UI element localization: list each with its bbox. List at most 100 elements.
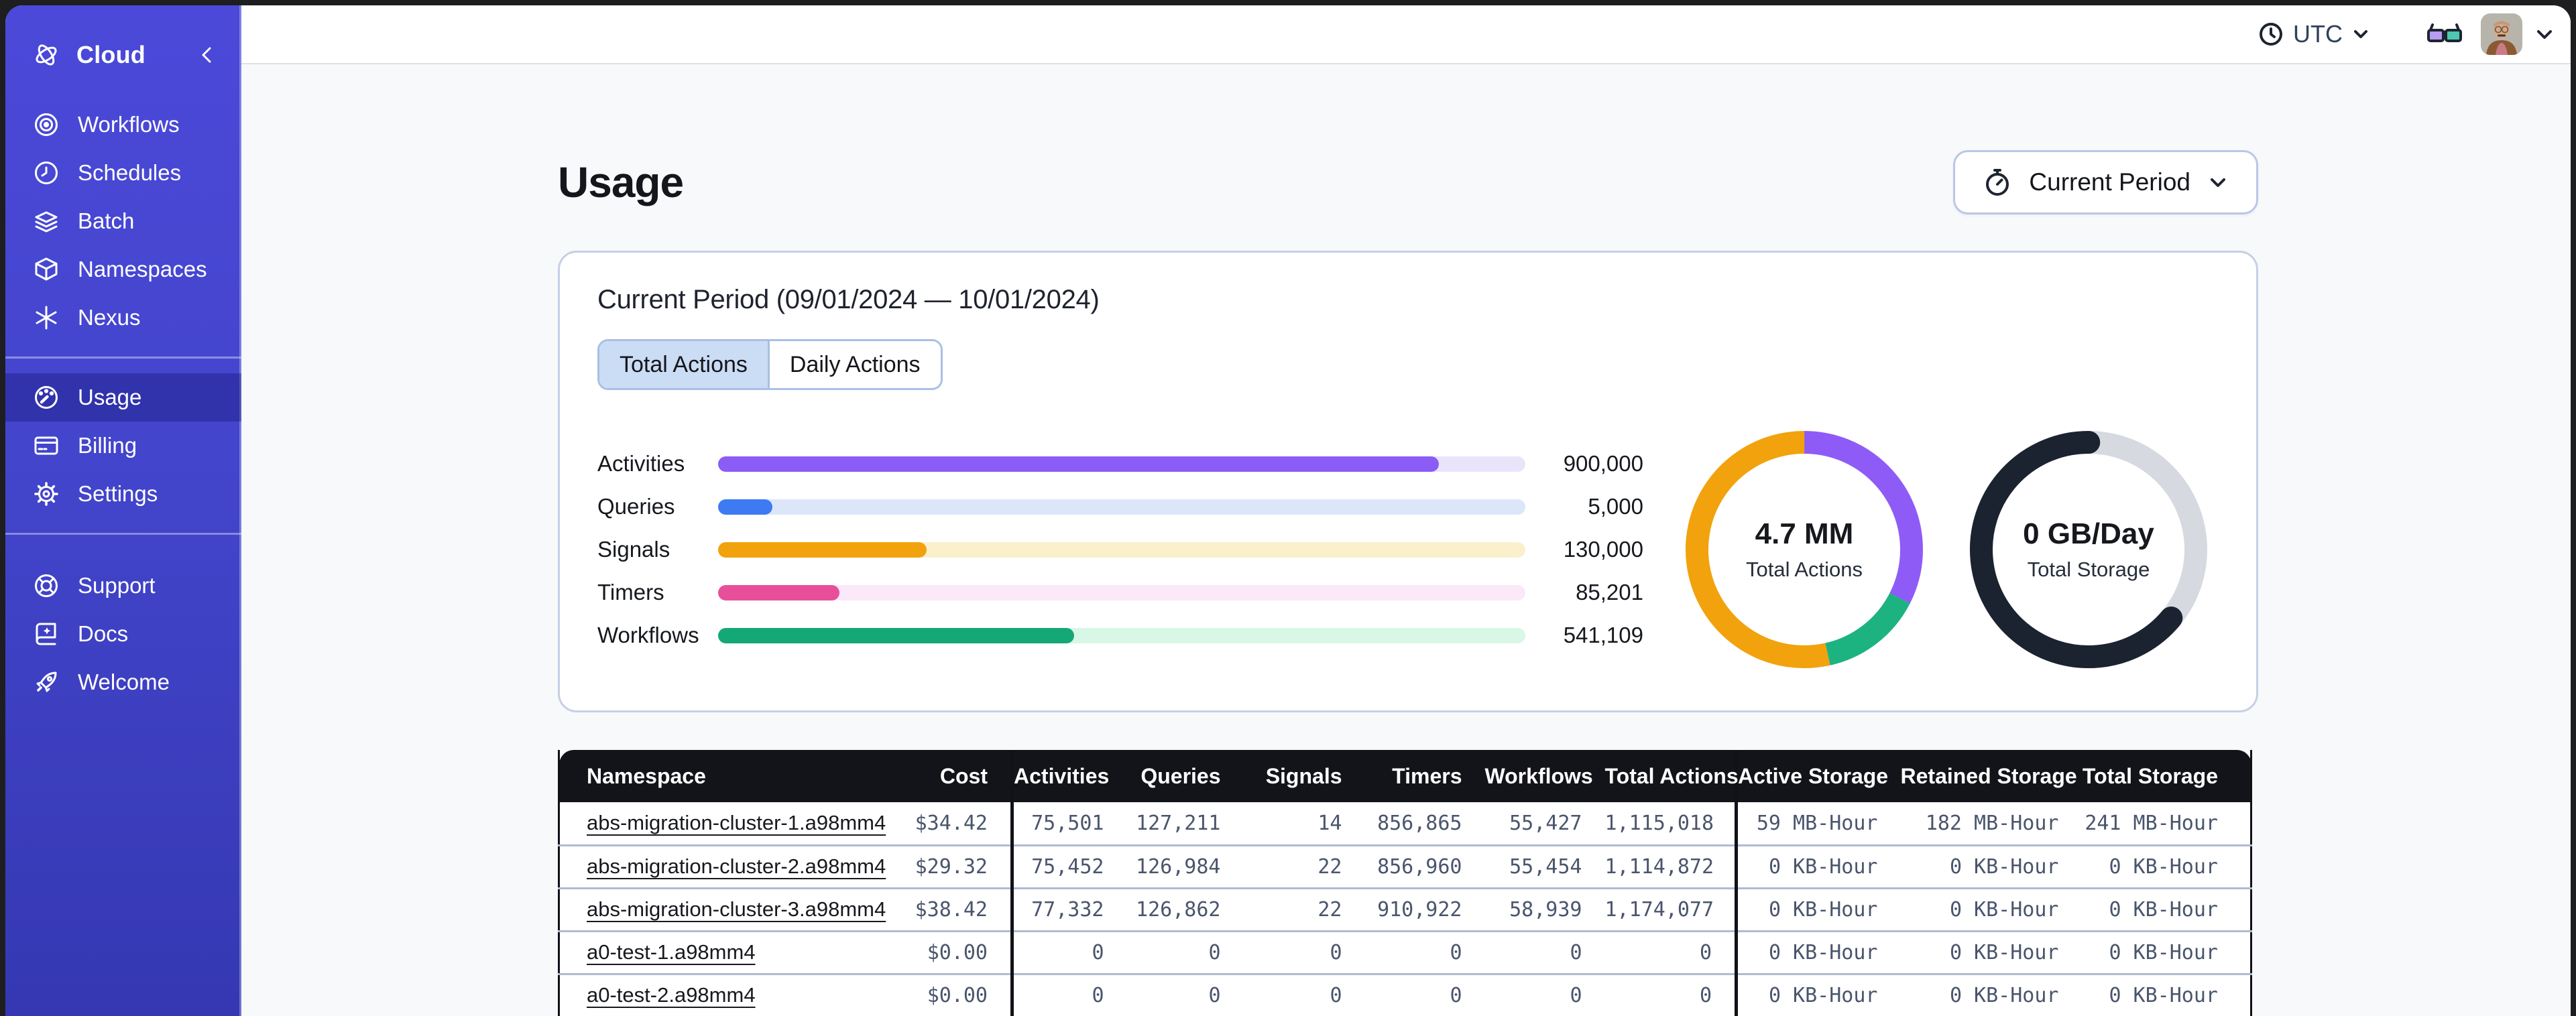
sidebar-item-label: Usage xyxy=(78,385,142,409)
sidebar-divider xyxy=(5,357,241,359)
table-row: abs-migration-cluster-1.a98mm4 $34.42 75… xyxy=(559,802,2251,845)
stopwatch-icon xyxy=(1986,169,2009,196)
col-activities: Activities xyxy=(1010,750,1127,802)
sidebar-item-label: Schedules xyxy=(78,160,182,185)
sidebar-item-nexus[interactable]: Nexus xyxy=(5,294,241,342)
tab-total-actions[interactable]: Total Actions xyxy=(599,341,768,388)
bar-row-workflows: Workflows 541,109 xyxy=(597,614,1643,657)
bar-value: 541,109 xyxy=(1563,623,1643,647)
namespace-link[interactable]: a0-test-2.a98mm4 xyxy=(587,983,756,1007)
sidebar-brand: Cloud xyxy=(5,27,241,83)
welcome-rocket-icon xyxy=(32,668,60,696)
billing-card-icon xyxy=(32,432,60,460)
period-select-button[interactable]: Current Period xyxy=(1953,150,2258,214)
bar-track xyxy=(718,499,1525,515)
table-row: abs-migration-cluster-3.a98mm4 $38.42 77… xyxy=(559,887,2251,931)
workflows-icon xyxy=(32,111,60,139)
clock-icon xyxy=(2260,23,2282,46)
bar-fill xyxy=(718,584,839,600)
sidebar-item-docs[interactable]: Docs xyxy=(5,610,241,658)
bar-track xyxy=(718,456,1525,472)
sidebar-item-support[interactable]: Support xyxy=(5,562,241,610)
sidebar-item-label: Nexus xyxy=(78,305,141,330)
usage-gauge-icon xyxy=(32,383,60,411)
total-storage-value: 0 GB/Day xyxy=(2023,517,2154,550)
tab-daily-actions[interactable]: Daily Actions xyxy=(767,341,941,388)
sidebar-item-welcome[interactable]: Welcome xyxy=(5,658,241,706)
sidebar-item-label: Support xyxy=(78,573,156,598)
bar-track xyxy=(718,627,1525,643)
sidebar-item-batch[interactable]: Batch xyxy=(5,197,241,245)
col-cost: Cost xyxy=(851,750,1012,802)
bar-track xyxy=(718,542,1525,558)
bar-value: 900,000 xyxy=(1563,451,1643,476)
settings-gear-icon xyxy=(32,480,60,508)
bar-label: Activities xyxy=(597,451,685,476)
donut-charts: 4.7 MM Total Actions 0 GB/Day To xyxy=(1685,430,2219,669)
sidebar-item-label: Batch xyxy=(78,208,135,233)
docs-book-icon xyxy=(32,620,60,648)
timezone-picker[interactable]: UTC xyxy=(2258,20,2369,48)
sidebar-item-schedules[interactable]: Schedules xyxy=(5,149,241,197)
bar-fill xyxy=(718,499,772,515)
reader-glasses-icon[interactable] xyxy=(2426,22,2463,46)
table-header-row: Namespace Cost Activities Queries Signal… xyxy=(559,750,2251,802)
namespace-link[interactable]: abs-migration-cluster-2.a98mm4 xyxy=(587,854,886,878)
total-actions-donut: 4.7 MM Total Actions xyxy=(1685,430,1924,669)
namespace-usage-table: Namespace Cost Activities Queries Signal… xyxy=(558,750,2252,1016)
bar-fill xyxy=(718,627,1074,643)
bar-value: 130,000 xyxy=(1563,537,1643,562)
sidebar-item-label: Welcome xyxy=(78,670,170,694)
bar-label: Signals xyxy=(597,537,670,562)
namespace-link[interactable]: abs-migration-cluster-3.a98mm4 xyxy=(587,897,886,921)
sidebar-item-billing[interactable]: Billing xyxy=(5,422,241,470)
current-period-card: Current Period (09/01/2024 — 10/01/2024)… xyxy=(558,251,2258,712)
total-actions-label: Total Actions xyxy=(1745,558,1863,581)
app-window: Cloud Workflows Schedules xyxy=(5,5,2571,1016)
bar-fill xyxy=(718,456,1440,472)
total-actions-value: 4.7 MM xyxy=(1755,517,1854,550)
table-row: a0-test-2.a98mm4 $0.00 0 0 0 0 0 0 0 KB-… xyxy=(559,972,2251,1016)
col-total-actions: Total Actions xyxy=(1604,750,1739,802)
col-workflows: Workflows xyxy=(1484,750,1605,802)
bar-label: Workflows xyxy=(597,623,699,647)
bar-row-signals: Signals 130,000 xyxy=(597,528,1643,571)
bar-value: 85,201 xyxy=(1576,580,1643,605)
brand-label: Cloud xyxy=(76,41,145,68)
sidebar-item-usage[interactable]: Usage xyxy=(5,373,241,422)
page-title: Usage xyxy=(558,158,684,206)
bar-row-activities: Activities 900,000 xyxy=(597,442,1643,485)
user-avatar[interactable] xyxy=(2481,13,2522,55)
total-storage-donut: 0 GB/Day Total Storage xyxy=(1969,430,2208,669)
sidebar-item-label: Docs xyxy=(78,621,129,646)
card-title: Current Period (09/01/2024 — 10/01/2024) xyxy=(597,285,1100,314)
namespace-link[interactable]: abs-migration-cluster-1.a98mm4 xyxy=(587,811,886,835)
sidebar-item-workflows[interactable]: Workflows xyxy=(5,101,241,149)
namespaces-icon xyxy=(32,255,60,283)
actions-tab-group: Total Actions Daily Actions xyxy=(597,339,943,390)
temporal-logo-icon xyxy=(32,41,60,69)
bar-track xyxy=(718,584,1525,600)
sidebar-item-namespaces[interactable]: Namespaces xyxy=(5,245,241,294)
bar-row-queries: Queries 5,000 xyxy=(597,485,1643,528)
sidebar-divider xyxy=(5,533,241,535)
sidebar-collapse-button[interactable] xyxy=(196,44,219,66)
usage-charts: Activities 900,000 Queries 5,000 Signals xyxy=(597,430,2219,669)
support-lifering-icon xyxy=(32,572,60,600)
timezone-label: UTC xyxy=(2293,20,2343,48)
batch-icon xyxy=(32,207,60,235)
user-menu-chevron-down-icon[interactable] xyxy=(2534,24,2555,44)
content-column: UTC xyxy=(241,5,2571,1016)
total-storage-label: Total Storage xyxy=(2027,558,2150,581)
sidebar: Cloud Workflows Schedules xyxy=(5,5,241,1016)
namespace-link[interactable]: a0-test-1.a98mm4 xyxy=(587,940,756,964)
sidebar-item-label: Settings xyxy=(78,481,158,506)
col-retained-storage: Retained Storage xyxy=(1900,750,2082,802)
actions-bar-chart: Activities 900,000 Queries 5,000 Signals xyxy=(597,442,1643,657)
sidebar-nav: Workflows Schedules Batch xyxy=(5,101,241,706)
col-timers: Timers xyxy=(1364,750,1485,802)
col-signals: Signals xyxy=(1243,750,1365,802)
sidebar-item-label: Namespaces xyxy=(78,257,207,281)
sidebar-item-settings[interactable]: Settings xyxy=(5,470,241,518)
chevron-down-icon xyxy=(2354,30,2367,38)
